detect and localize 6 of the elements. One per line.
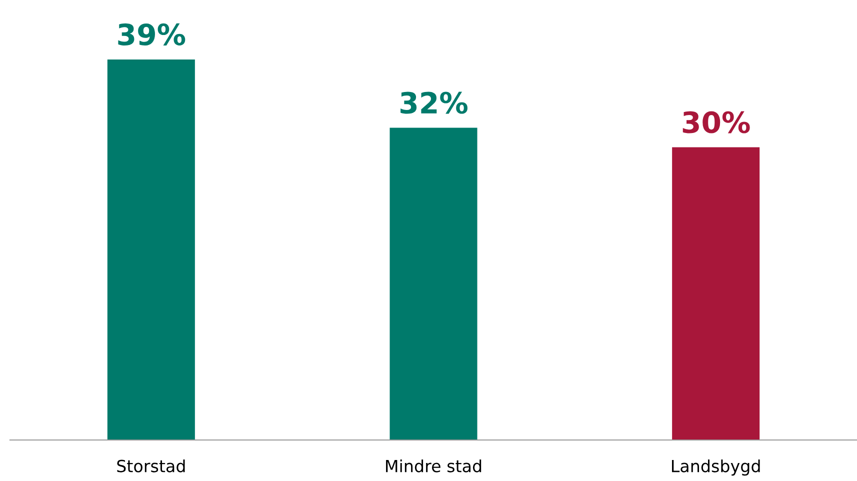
data-label: 39% [118, 23, 186, 46]
x-tick-label: Landsbygd [672, 459, 760, 476]
x-tick-label: Storstad [117, 459, 185, 472]
data-label: 32% [400, 92, 468, 114]
data-label: 30% [682, 111, 750, 134]
x-tick-label: Mindre stad [386, 459, 482, 472]
